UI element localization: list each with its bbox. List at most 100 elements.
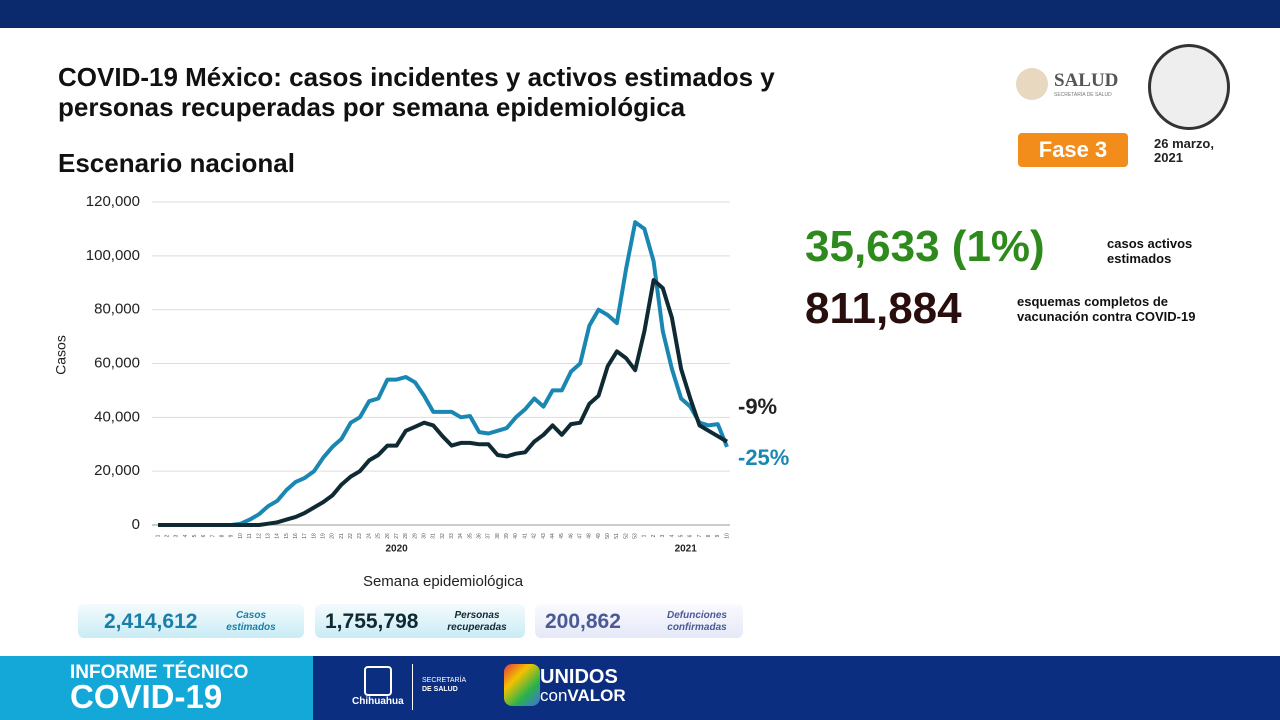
x-tick-label: 13 [265, 533, 271, 539]
logo-emblem [1016, 68, 1048, 100]
y-tick-label: 100,000 [86, 247, 140, 264]
footer-report: INFORME TÉCNICO [70, 662, 249, 683]
date: 26 marzo, [1154, 136, 1214, 151]
x-tick-label: 25 [376, 533, 382, 539]
x-tick-label: 27 [394, 533, 400, 539]
x-tick-label: 20 [330, 533, 336, 539]
end-label: -9% [738, 394, 777, 419]
stat-value: 35,633 (1%) [805, 222, 1045, 271]
series-line [158, 220, 729, 527]
subtitle: Escenario nacional [58, 148, 295, 178]
box-label-line: estimados [226, 622, 276, 633]
x-axis-title: Semana epidemiológica [363, 573, 524, 590]
x-tick-label: 12 [256, 533, 262, 539]
title: COVID-19 México: casos incidentes y acti… [58, 62, 775, 92]
box-label: Defunciones confirmadas [657, 610, 737, 634]
footer-left [0, 656, 313, 720]
x-tick-label: 36 [477, 533, 483, 539]
footer-secretariat: DE SALUD [422, 686, 458, 693]
x-tick-label: 35 [467, 533, 473, 539]
state-shield [364, 666, 392, 696]
x-tick-label: 1 [642, 534, 648, 537]
box-label-line: Defunciones [666, 610, 727, 621]
x-tick-label: 48 [587, 533, 593, 539]
y-tick-label: 20,000 [94, 462, 140, 479]
x-tick-label: 7 [210, 534, 216, 537]
x-tick-label: 2 [165, 534, 171, 537]
x-tick-label: 10 [238, 533, 244, 539]
logo-subtext: SECRETARÍA DE SALUD [1054, 92, 1112, 98]
summary-box: 1,755,798 Personas recuperadas [315, 604, 525, 638]
x-tick-label: 6 [201, 534, 207, 537]
slogan-map [504, 664, 540, 706]
box-value: 1,755,798 [325, 610, 419, 633]
summary-box: 2,414,612 Casos estimados [78, 604, 304, 638]
y-tick-label: 80,000 [94, 301, 140, 318]
y-tick-label: 60,000 [94, 354, 140, 371]
x-tick-label: 26 [385, 533, 391, 539]
slogan-part: con [540, 686, 568, 705]
series-line [158, 278, 729, 527]
x-tick-label: 4 [669, 534, 675, 537]
box-value: 200,862 [545, 610, 621, 633]
end-label: -25% [738, 445, 789, 470]
x-tick-label: 24 [366, 533, 372, 539]
x-tick-label: 49 [596, 533, 602, 539]
x-tick-label: 44 [550, 533, 556, 539]
x-tick-label: 31 [431, 533, 437, 539]
x-tick-label: 6 [688, 534, 694, 537]
year-emblem [1148, 44, 1230, 130]
x-tick-label: 2 [651, 534, 657, 537]
footer-report: COVID-19 [70, 678, 223, 715]
footer-slogan: conVALOR [540, 686, 626, 706]
y-tick-label: 40,000 [94, 408, 140, 425]
stat-label: esquemas completos de [1017, 294, 1168, 309]
x-tick-label: 32 [440, 533, 446, 539]
x-tick-label: 9 [229, 534, 235, 537]
stat-value: 811,884 [805, 284, 962, 333]
x-tick-label: 23 [357, 533, 363, 539]
box-label: Casos estimados [216, 610, 286, 634]
x-tick-label: 42 [532, 533, 538, 539]
x-tick-label: 17 [302, 533, 308, 539]
x-tick-label: 28 [403, 533, 409, 539]
x-tick-label: 10 [724, 533, 730, 539]
stat-label: casos activos [1107, 236, 1193, 251]
x-tick-label: 46 [568, 533, 574, 539]
logo-text: SALUD [1054, 70, 1119, 91]
summary-box: 200,862 Defunciones confirmadas [535, 604, 743, 638]
x-tick-label: 4 [183, 534, 189, 537]
stat-label: estimados [1107, 251, 1172, 266]
slogan-part: VALOR [567, 686, 626, 705]
x-tick-label: 8 [220, 534, 226, 537]
x-tick-label: 21 [339, 533, 345, 539]
x-tick-label: 51 [614, 533, 620, 539]
x-tick-label: 3 [660, 534, 666, 537]
x-tick-label: 22 [348, 533, 354, 539]
x-tick-label: 52 [623, 533, 629, 539]
x-tick-label: 30 [421, 533, 427, 539]
date: 2021 [1154, 150, 1183, 165]
x-tick-label: 45 [559, 533, 565, 539]
top-band [0, 0, 1280, 28]
x-tick-label: 47 [577, 533, 583, 539]
box-label: Personas recuperadas [439, 610, 515, 634]
x-tick-label: 16 [293, 533, 299, 539]
x-tick-label: 3 [174, 534, 180, 537]
x-tick-label: 15 [284, 533, 290, 539]
x-tick-label: 53 [633, 533, 639, 539]
x-tick-label: 37 [486, 533, 492, 539]
title: personas recuperadas por semana epidemio… [58, 92, 686, 122]
box-label-line: confirmadas [667, 622, 727, 633]
x-tick-label: 50 [605, 533, 611, 539]
x-tick-label: 14 [275, 533, 281, 539]
y-tick-label: 120,000 [86, 193, 140, 210]
x-tick-label: 8 [706, 534, 712, 537]
box-value: 2,414,612 [104, 610, 198, 633]
divider [412, 664, 413, 710]
x-tick-label: 33 [449, 533, 455, 539]
box-label-line: recuperadas [447, 622, 507, 633]
x-tick-label: 7 [697, 534, 703, 537]
